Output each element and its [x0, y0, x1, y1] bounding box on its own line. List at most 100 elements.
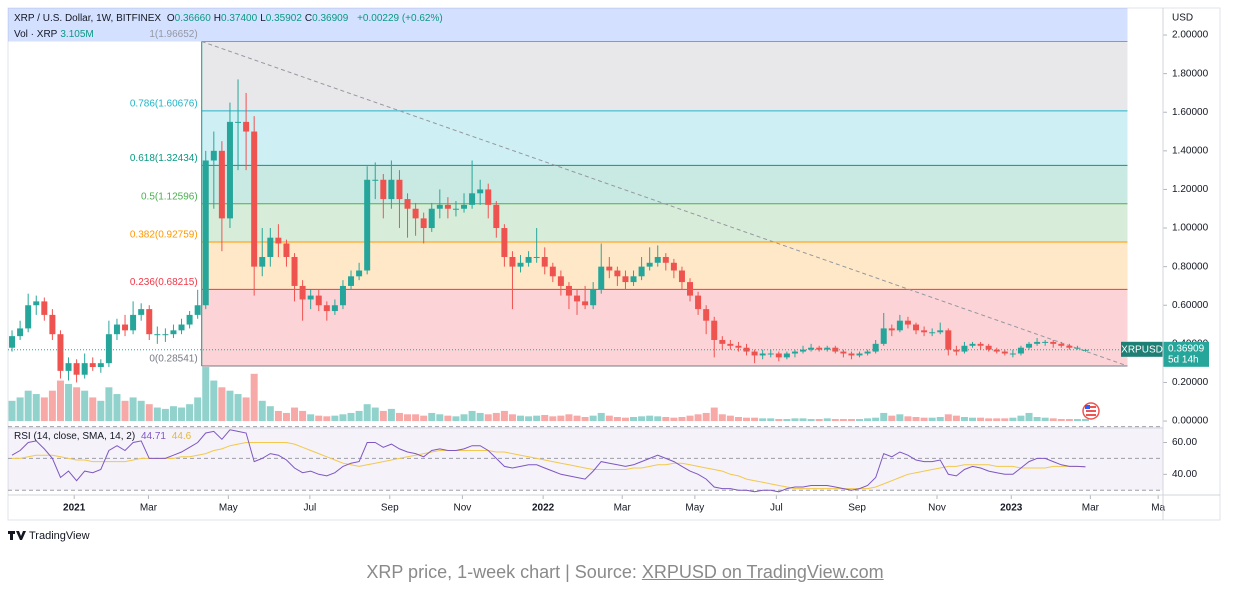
- candle-body: [937, 330, 944, 333]
- candle-body: [210, 150, 217, 161]
- rsi-y-tick-label: 40.00: [1172, 469, 1197, 480]
- volume-bar: [387, 408, 395, 422]
- volume-bar: [896, 414, 904, 422]
- chart: 1(1.96652) 0.786(1.60676) 0.618(1.32434) 0.…: [7, 7, 1221, 542]
- volume-bar: [654, 416, 662, 422]
- candle-body: [896, 320, 903, 331]
- fib-label: 0.618(1.32434): [130, 153, 198, 164]
- rsi-value: 44.71: [140, 431, 166, 442]
- volume-bar: [178, 407, 186, 422]
- candle-body: [703, 309, 710, 321]
- candle-body: [1058, 343, 1065, 346]
- source-link[interactable]: XRPUSD on TradingView.com: [641, 562, 884, 582]
- volume-bar: [1049, 418, 1057, 422]
- x-tick-label: Sep: [848, 503, 866, 514]
- candle-body: [372, 179, 379, 181]
- price-symbol: XRPUSD: [1121, 344, 1163, 355]
- ohlc-value: 0.35902: [265, 13, 302, 24]
- volume-bar: [630, 417, 638, 422]
- volume-bar: [355, 410, 363, 422]
- rsi-line: [11, 429, 1086, 493]
- volume-bar: [541, 414, 549, 422]
- rsi-sma-value: 44.6: [171, 431, 192, 442]
- candle-body: [1026, 343, 1033, 348]
- volume-bar: [686, 415, 694, 422]
- candle-body: [1050, 341, 1057, 344]
- candle-body: [57, 334, 64, 371]
- candle-body: [1017, 347, 1024, 354]
- volume-bar: [484, 414, 492, 422]
- candle-body: [590, 289, 597, 306]
- candle-body: [864, 351, 871, 354]
- brand-logo: TradingView: [8, 530, 90, 542]
- flag-icon: [1082, 402, 1100, 420]
- volume-bar: [202, 367, 210, 422]
- volume-bar: [347, 412, 355, 422]
- volume-bar: [936, 417, 944, 422]
- candle-body: [9, 336, 16, 348]
- volume-bar: [452, 416, 460, 422]
- candle-body: [888, 328, 895, 331]
- candle-body: [735, 345, 742, 348]
- volume-bar: [1017, 415, 1025, 422]
- candle-body: [921, 330, 928, 333]
- candle-body: [380, 179, 387, 200]
- legend-header: XRP / U.S. Dollar, 1W, BITFINEX O0.36660…: [14, 13, 446, 24]
- volume-bar: [1082, 418, 1090, 422]
- volume-bar: [129, 397, 137, 422]
- y-tick-label: 2.00000: [1172, 30, 1209, 41]
- candle-body: [598, 266, 605, 290]
- candle-body: [323, 305, 330, 312]
- volume-bar: [371, 407, 379, 422]
- fib-band: [201, 110, 1128, 166]
- ohlc-value: 0.36909: [312, 13, 349, 24]
- y-tick-label: 1.40000: [1172, 145, 1209, 156]
- candle-body: [388, 179, 395, 200]
- volume-bar: [32, 394, 40, 422]
- candle-body: [122, 324, 129, 331]
- volume-bar: [646, 415, 654, 422]
- volume-bar: [815, 419, 823, 422]
- currency-label: USD: [1172, 13, 1193, 24]
- candle-body: [138, 309, 145, 315]
- candle-body: [17, 328, 24, 337]
- candle-body: [1074, 347, 1081, 349]
- volume-bar: [65, 383, 73, 422]
- candle-body: [824, 347, 831, 350]
- volume-bar: [605, 415, 613, 422]
- candle-body: [364, 179, 371, 271]
- volume-bar: [573, 415, 581, 422]
- volume-bar: [847, 419, 855, 422]
- volume-bar: [460, 414, 468, 422]
- caption: XRP price, 1-week chart | Source: XRPUSD…: [0, 562, 1250, 583]
- candle-body: [25, 305, 32, 329]
- candle-body: [251, 131, 258, 267]
- volume-bar: [226, 390, 234, 422]
- volume-bar: [767, 418, 775, 422]
- candle-body: [840, 351, 847, 354]
- candle-body: [299, 285, 306, 300]
- candle-body: [283, 243, 290, 257]
- chart-frame: [7, 7, 1221, 521]
- symbol: XRP / U.S. Dollar, 1W, BITFINEX: [14, 13, 162, 24]
- volume-bar: [1025, 412, 1033, 422]
- volume-bar: [412, 414, 420, 422]
- candle-body: [348, 276, 355, 286]
- volume-bar: [420, 415, 428, 422]
- change: +0.00229 (+0.62%): [357, 13, 443, 24]
- price-value: 0.36909: [1168, 343, 1205, 354]
- ohlc-value: 0.36660: [174, 13, 211, 24]
- volume-bar: [404, 414, 412, 422]
- x-tick-label: Jul: [303, 503, 316, 514]
- volume-bar: [258, 400, 266, 422]
- volume-bar: [621, 417, 629, 422]
- volume-bar: [97, 400, 105, 422]
- y-tick-label: 1.60000: [1172, 107, 1209, 118]
- volume-bar: [880, 412, 888, 422]
- y-tick-label: 0.00000: [1172, 416, 1209, 427]
- x-tick-label: 2021: [63, 503, 86, 514]
- volume-bar: [969, 417, 977, 422]
- volume-bar: [323, 416, 331, 422]
- candle-body: [49, 314, 56, 335]
- x-tick-label: Jul: [770, 503, 783, 514]
